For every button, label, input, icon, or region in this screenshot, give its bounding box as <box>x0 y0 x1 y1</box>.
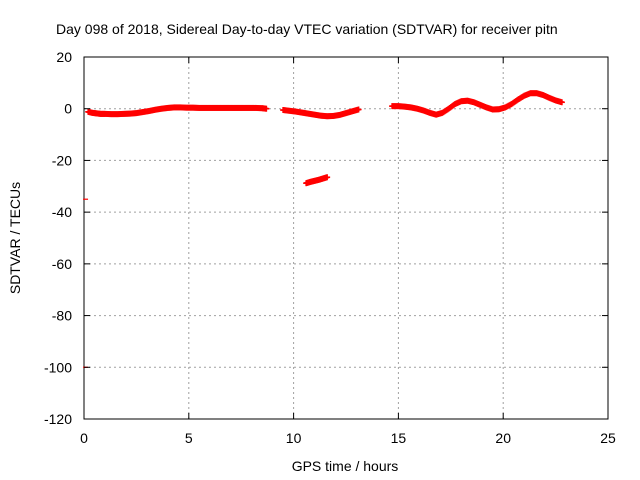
x-tick-label: 20 <box>495 430 511 446</box>
y-axis-label: SDTVAR / TECUs <box>7 182 23 294</box>
x-axis-ticks: 0 5 10 15 20 25 <box>80 57 616 446</box>
y-tick-label: -40 <box>52 204 72 220</box>
y-tick-label: -80 <box>52 308 72 324</box>
y-tick-label: -60 <box>52 256 72 272</box>
y-tick-label: 20 <box>56 49 72 65</box>
x-tick-label: 25 <box>600 430 616 446</box>
y-axis-ticks: -120 -100 -80 -60 -40 -20 0 20 <box>44 49 608 427</box>
data-series <box>280 106 362 120</box>
grid <box>84 57 608 419</box>
data-point <box>324 174 331 181</box>
data-point <box>355 106 362 113</box>
x-tick-label: 0 <box>80 430 88 446</box>
plot-border <box>83 56 609 420</box>
x-tick-label: 15 <box>391 430 407 446</box>
x-axis-label: GPS time / hours <box>292 458 399 474</box>
chart-title: Day 098 of 2018, Sidereal Day-to-day VTE… <box>56 21 558 37</box>
data-series <box>389 90 565 118</box>
data-point <box>263 105 270 112</box>
y-tick-label: -100 <box>44 359 72 375</box>
x-tick-label: 5 <box>185 430 193 446</box>
y-tick-label: 0 <box>64 101 72 117</box>
data-point <box>558 99 565 106</box>
data-series <box>303 174 331 187</box>
x-tick-label: 10 <box>286 430 302 446</box>
y-tick-label: -120 <box>44 411 72 427</box>
data-series <box>85 104 270 118</box>
data-points <box>83 90 565 368</box>
plot-frame <box>83 56 609 420</box>
y-tick-label: -20 <box>52 152 72 168</box>
